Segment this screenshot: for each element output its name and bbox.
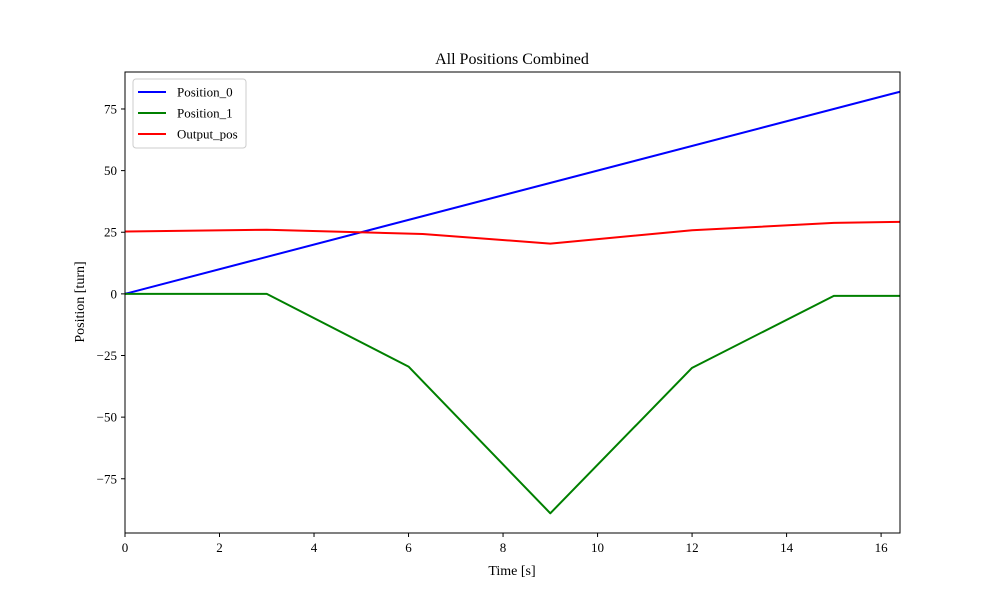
x-tick-label: 12 <box>686 540 699 555</box>
plot-frame <box>124 71 901 534</box>
series-line-1 <box>125 292 900 515</box>
x-tick-label: 8 <box>500 540 507 555</box>
series-line-2 <box>124 220 901 245</box>
legend: Position_0 Position_1 Output_pos <box>132 78 247 149</box>
x-tick-label: 14 <box>780 540 794 555</box>
y-tick-label: −25 <box>97 348 117 363</box>
legend-box <box>132 78 247 149</box>
legend-label-2: Output_pos <box>177 127 238 142</box>
legend-label-1: Position_1 <box>177 106 233 121</box>
x-axis-label: Time [s] <box>488 564 535 579</box>
x-tick-label: 0 <box>122 540 129 555</box>
y-axis-label: Position [turn] <box>73 261 88 342</box>
x-tick-label: 10 <box>591 540 604 555</box>
series-group <box>124 90 901 515</box>
y-tick-label: 75 <box>104 101 117 116</box>
x-tick-label: 6 <box>405 540 412 555</box>
chart-title: All Positions Combined <box>435 51 589 68</box>
y-tick-label: −75 <box>97 471 117 486</box>
x-tick-label: 2 <box>216 540 223 555</box>
x-tick-label: 16 <box>875 540 889 555</box>
series-line-0 <box>124 90 901 295</box>
y-tick-label: 25 <box>104 225 117 240</box>
y-tick-label: 0 <box>111 286 118 301</box>
y-tick-label: −50 <box>97 410 117 425</box>
x-axis: 0 2 4 6 8 10 12 14 16 <box>122 533 888 555</box>
legend-label-0: Position_0 <box>177 85 233 100</box>
x-tick-label: 4 <box>311 540 318 555</box>
y-axis: −75 −50 −25 0 25 50 75 <box>97 101 125 486</box>
y-tick-label: 50 <box>104 163 117 178</box>
